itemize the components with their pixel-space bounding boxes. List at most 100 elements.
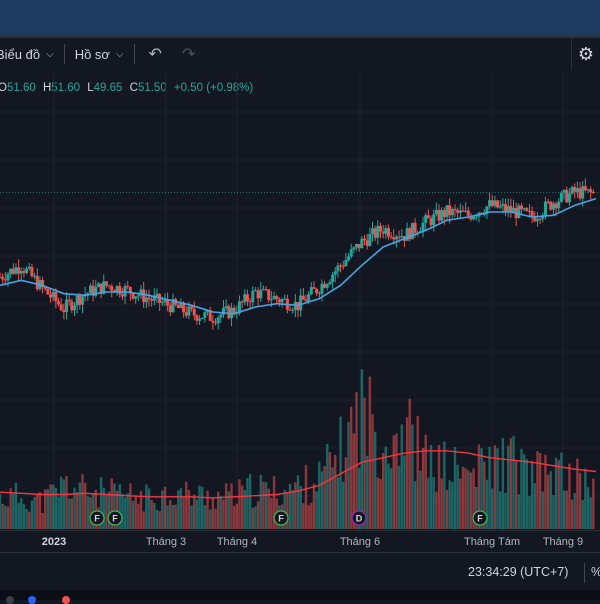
- volume-bar: [504, 492, 507, 529]
- volume-bar: [227, 491, 231, 529]
- volume-bar: [54, 487, 58, 529]
- volume-bar: [328, 452, 332, 529]
- volume-bar: [376, 477, 380, 529]
- volume-bar: [357, 468, 361, 529]
- candle-body: [549, 201, 553, 210]
- clock-timezone[interactable]: 23:34:29 (UTC+7): [468, 565, 569, 579]
- volume-bar: [113, 483, 116, 529]
- time-axis[interactable]: 2023 Tháng 3 Tháng 4 Tháng 6 Tháng Tám T…: [0, 530, 600, 553]
- volume-bar: [105, 494, 108, 529]
- candle-body: [565, 189, 569, 203]
- candle-body: [288, 309, 292, 311]
- candle-body: [168, 305, 172, 313]
- candle-body: [102, 281, 106, 294]
- event-marker: [472, 510, 488, 526]
- profile-dropdown[interactable]: Hồ sơ ⌵: [75, 47, 124, 62]
- candle-body: [208, 310, 212, 321]
- candle-body: [227, 306, 231, 319]
- volume-bar: [320, 471, 324, 529]
- volume-bar: [427, 477, 430, 529]
- volume-bar: [118, 484, 121, 529]
- candle-body: [59, 304, 63, 311]
- volume-bar: [403, 455, 406, 529]
- volume-bar: [336, 477, 340, 529]
- candle-body: [65, 299, 69, 313]
- candle-body: [365, 240, 369, 246]
- time-tick: Tháng 3: [145, 536, 187, 548]
- volume-bar: [102, 487, 105, 529]
- candle-body: [386, 228, 390, 237]
- undo-icon[interactable]: ↶: [148, 46, 162, 63]
- candle-body: [275, 296, 279, 300]
- candle-body: [253, 290, 257, 292]
- volume-bar: [525, 459, 529, 529]
- volume-bar: [514, 461, 518, 529]
- candle-body: [163, 299, 167, 303]
- volume-bar: [581, 499, 584, 529]
- candle-body: [421, 222, 425, 232]
- volume-bar: [477, 444, 481, 529]
- candle-body: [355, 243, 359, 248]
- candle-body: [128, 287, 132, 294]
- candle-body: [49, 294, 53, 298]
- candle-body: [25, 268, 29, 273]
- volume-bar: [400, 424, 403, 529]
- candle-body: [131, 293, 135, 299]
- event-marker-label: F: [112, 514, 118, 524]
- toolbar-divider: [63, 44, 65, 64]
- candle-body: [551, 203, 555, 210]
- candle-body: [344, 260, 348, 267]
- volume-bar: [142, 511, 145, 529]
- volume-bar: [408, 398, 411, 529]
- volume-bar: [145, 484, 148, 529]
- volume-bar: [110, 478, 113, 529]
- volume-bar: [517, 494, 521, 529]
- candle-body: [347, 256, 351, 261]
- volume-bar: [198, 485, 201, 529]
- candle-body: [488, 200, 492, 207]
- status-bar: 23:34:29 (UTC+7) %: [0, 552, 600, 591]
- candle-body: [139, 289, 143, 296]
- candle-body: [538, 218, 542, 220]
- redo-icon[interactable]: ↷: [181, 46, 196, 63]
- candle-body: [352, 247, 356, 250]
- volume-bar: [195, 499, 199, 529]
- volume-bar: [137, 503, 140, 529]
- volume-bar: [28, 511, 31, 529]
- volume-bar: [392, 435, 395, 529]
- volume-bar: [533, 483, 537, 529]
- volume-bar: [368, 376, 372, 529]
- candle-body: [17, 267, 21, 274]
- candle-body: [485, 206, 489, 214]
- candle-body: [400, 236, 404, 238]
- candle-body: [73, 305, 76, 311]
- candle-body: [152, 296, 156, 301]
- volume-bar: [334, 455, 337, 529]
- candle-body: [155, 293, 159, 297]
- candle-body: [432, 214, 436, 226]
- candle-body: [509, 205, 513, 212]
- volume-bar: [544, 454, 547, 529]
- candle-body: [357, 243, 361, 249]
- candle-body: [506, 205, 510, 212]
- candle-body: [312, 287, 316, 289]
- candle-body: [118, 285, 122, 295]
- candle-body: [520, 205, 523, 210]
- candle-body: [413, 222, 417, 233]
- volume-bar: [230, 483, 233, 529]
- high-value: 51.60: [51, 82, 81, 94]
- candle-body: [198, 318, 202, 321]
- percent-scale-toggle[interactable]: %: [591, 565, 600, 579]
- volume-bar: [491, 488, 494, 529]
- volume-bar: [256, 501, 260, 529]
- candle-body: [187, 306, 191, 316]
- chart-type-dropdown[interactable]: Biểu đồ ⌵: [0, 47, 54, 62]
- volume-bar: [288, 483, 292, 529]
- candle-body: [309, 287, 313, 295]
- volume-bar: [216, 491, 220, 529]
- candle-body: [142, 289, 146, 303]
- volume-bar: [73, 487, 76, 529]
- candle-body: [368, 233, 372, 246]
- settings-button[interactable]: ⚙: [571, 38, 600, 70]
